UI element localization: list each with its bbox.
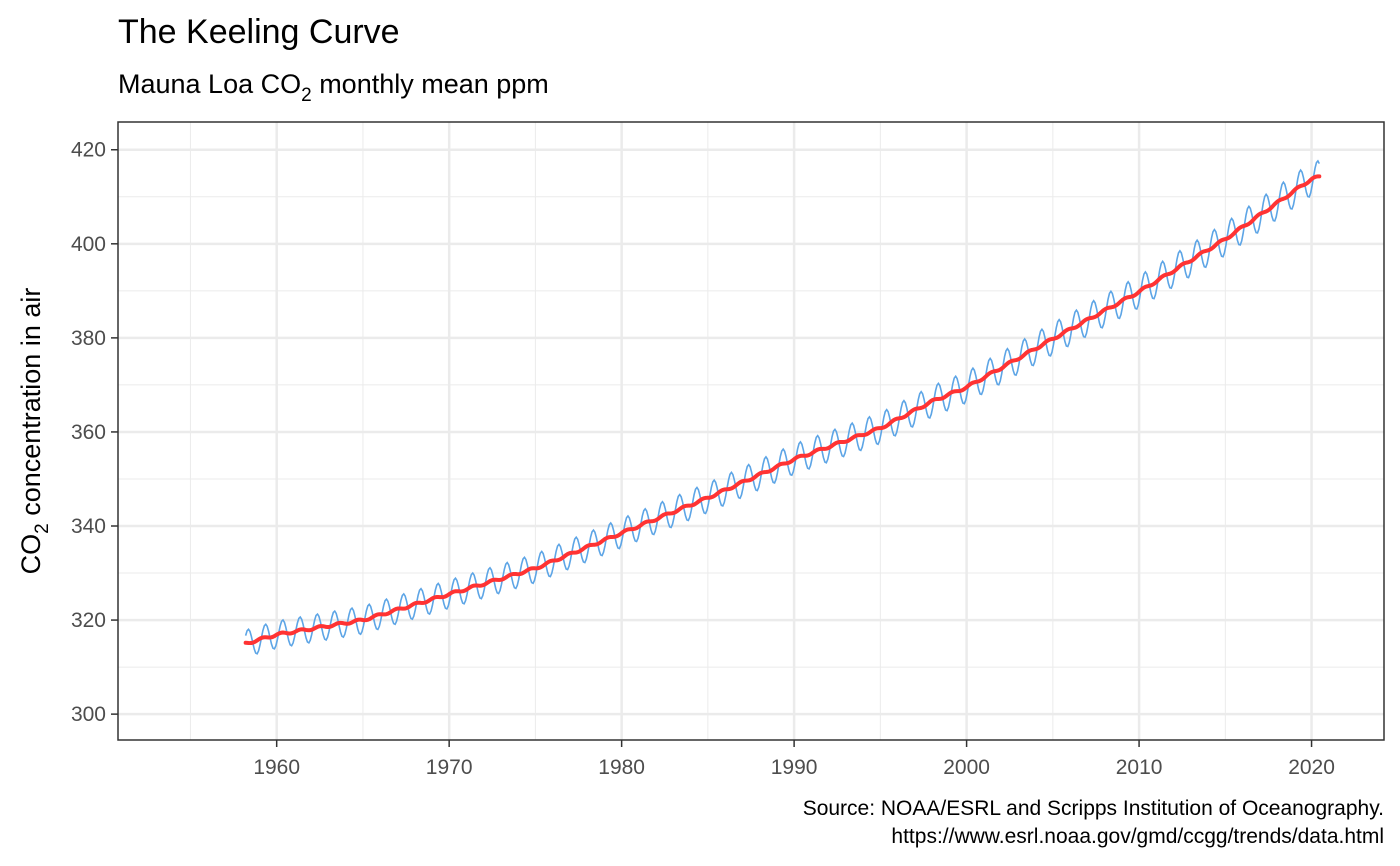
trend-line (243, 174, 1322, 646)
x-tick-label: 2020 (1288, 756, 1335, 779)
chart-subtitle: Mauna Loa CO2 monthly mean ppm (118, 69, 549, 106)
x-tick-label: 2010 (1116, 756, 1163, 779)
x-tick-label: 1990 (771, 756, 818, 779)
y-tick-label: 420 (71, 139, 106, 162)
y-tick-label: 300 (71, 703, 106, 726)
data-lines (243, 159, 1322, 655)
axes: 1960 1970 1980 1990 2000 2010 2020 300 320 340 360… (71, 139, 1335, 779)
y-tick-label: 320 (71, 609, 106, 632)
monthly-mean-line (244, 159, 1321, 655)
y-tick-label: 380 (71, 327, 106, 350)
y-tick-label: 400 (71, 233, 106, 256)
x-tick-label: 1980 (598, 756, 645, 779)
chart-title: The Keeling Curve (118, 13, 400, 51)
source-caption-line1: Source: NOAA/ESRL and Scripps Institutio… (803, 797, 1384, 820)
source-caption-line2: https://www.esrl.noaa.gov/gmd/ccgg/trend… (891, 825, 1384, 848)
x-tick-label: 1970 (426, 756, 473, 779)
y-axis-title: CO2 concentration in air (16, 288, 53, 575)
y-tick-label: 340 (71, 515, 106, 538)
plot-panel-border (117, 121, 1385, 741)
x-tick-label: 2000 (943, 756, 990, 779)
y-tick-label: 360 (71, 421, 106, 444)
grid-lines (118, 122, 1384, 740)
x-tick-label: 1960 (253, 756, 300, 779)
